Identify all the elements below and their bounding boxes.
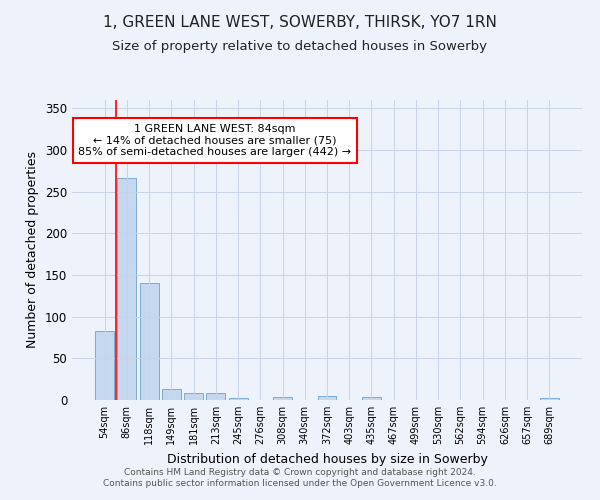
Text: 1 GREEN LANE WEST: 84sqm
← 14% of detached houses are smaller (75)
85% of semi-d: 1 GREEN LANE WEST: 84sqm ← 14% of detach… [78,124,352,157]
Bar [162,389,181,400]
Bar [362,396,381,400]
Bar [206,392,225,400]
Bar [118,178,136,400]
Text: Contains HM Land Registry data © Crown copyright and database right 2024.
Contai: Contains HM Land Registry data © Crown c… [103,468,497,487]
Bar [317,396,337,400]
Bar [140,282,158,400]
Bar [540,398,559,400]
Text: Size of property relative to detached houses in Sowerby: Size of property relative to detached ho… [113,40,487,53]
Y-axis label: Number of detached properties: Number of detached properties [26,152,40,348]
X-axis label: Distribution of detached houses by size in Sowerby: Distribution of detached houses by size … [167,452,487,466]
Bar [273,396,292,400]
Bar [229,398,248,400]
Bar [95,331,114,400]
Bar [184,394,203,400]
Text: 1, GREEN LANE WEST, SOWERBY, THIRSK, YO7 1RN: 1, GREEN LANE WEST, SOWERBY, THIRSK, YO7… [103,15,497,30]
